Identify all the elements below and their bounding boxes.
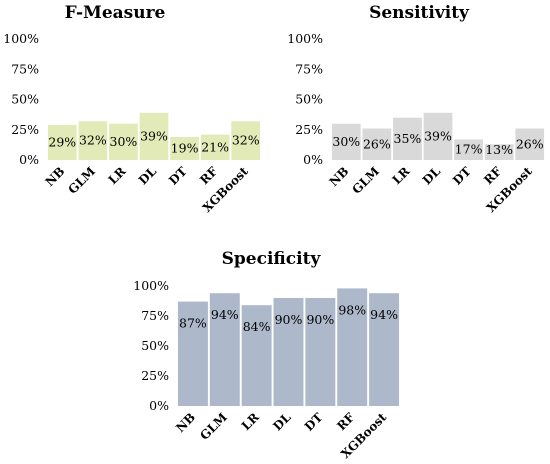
y-tick-label: 50%	[295, 92, 323, 107]
data-label: 32%	[232, 133, 260, 148]
x-category-label: DT	[302, 410, 326, 434]
data-label: 13%	[485, 142, 513, 157]
y-tick-label: 0%	[303, 152, 323, 167]
y-tick-label: 25%	[295, 122, 323, 137]
bar	[305, 298, 336, 406]
bar	[47, 124, 77, 160]
bar	[484, 144, 514, 160]
x-category-label: NB	[173, 410, 198, 435]
data-label: 26%	[363, 136, 391, 151]
data-label: 90%	[275, 312, 303, 327]
x-category-label: RF	[481, 164, 504, 187]
y-tick-label: 25%	[11, 122, 39, 137]
chart-1: Sensitivity 0% 25% 50% 75% 100% 30% NB 26% GLM 35%…	[287, 3, 545, 215]
y-tick-label: 100%	[287, 31, 323, 46]
x-category-label: RF	[197, 164, 220, 187]
x-category-label: DT	[450, 164, 474, 188]
chart-title: F-Measure	[65, 3, 166, 23]
bar	[209, 293, 240, 406]
y-tick-label: 0%	[19, 152, 39, 167]
bar	[393, 117, 422, 160]
data-label: 39%	[140, 128, 168, 143]
bar	[109, 123, 138, 160]
data-label: 94%	[211, 307, 239, 322]
data-label: 30%	[332, 134, 360, 149]
data-label: 26%	[516, 136, 544, 151]
bar	[454, 139, 483, 160]
chart-title: Sensitivity	[369, 3, 470, 23]
y-tick-label: 75%	[141, 308, 169, 323]
data-label: 84%	[243, 319, 271, 334]
x-category-label: DL	[420, 164, 444, 188]
x-category-label: LR	[390, 164, 414, 188]
bar	[170, 137, 199, 160]
bar	[200, 134, 230, 160]
data-label: 94%	[370, 307, 398, 322]
bar	[231, 121, 261, 160]
bar	[337, 288, 368, 406]
chart-0: F-Measure 0% 25% 50% 75% 100% 29% NB 32% GLM 30% LR…	[3, 3, 261, 215]
y-tick-label: 50%	[11, 92, 39, 107]
x-category-label: LR	[239, 410, 263, 434]
y-tick-label: 0%	[149, 398, 169, 413]
x-category-label: GLM	[65, 164, 98, 197]
chart-2: Specificity 0% 25% 50% 75% 100% 87% NB 94% GLM 84%…	[133, 249, 400, 461]
bar	[139, 112, 169, 160]
data-label: 21%	[201, 139, 229, 154]
data-label: 30%	[110, 134, 138, 149]
data-label: 19%	[171, 141, 199, 156]
x-category-label: LR	[106, 164, 130, 188]
data-label: 32%	[79, 133, 107, 148]
bar	[423, 112, 453, 160]
x-category-label: GLM	[349, 164, 382, 197]
x-category-label: NB	[43, 164, 68, 189]
data-label: 29%	[48, 134, 76, 149]
bar	[241, 305, 272, 406]
bar	[331, 123, 361, 160]
y-tick-label: 100%	[133, 278, 169, 293]
data-label: 35%	[394, 131, 422, 146]
bar	[177, 301, 208, 406]
x-category-label: DL	[136, 164, 160, 188]
y-tick-label: 75%	[295, 61, 323, 76]
x-category-label: NB	[327, 164, 352, 189]
chart-title: Specificity	[222, 249, 322, 269]
bar	[78, 121, 108, 160]
data-label: 98%	[338, 302, 366, 317]
data-label: 17%	[455, 142, 483, 157]
x-category-label: DT	[166, 164, 190, 188]
x-category-label: RF	[334, 410, 357, 433]
y-tick-label: 25%	[141, 368, 169, 383]
x-category-label: GLM	[197, 410, 230, 443]
bar	[362, 128, 392, 160]
y-tick-label: 50%	[141, 338, 169, 353]
y-tick-label: 75%	[11, 61, 39, 76]
data-label: 87%	[179, 316, 207, 331]
bar	[369, 293, 400, 406]
bar	[515, 128, 545, 160]
y-tick-label: 100%	[3, 31, 39, 46]
x-category-label: DL	[270, 410, 294, 434]
bar	[273, 298, 304, 406]
data-label: 39%	[424, 128, 452, 143]
data-label: 90%	[306, 312, 334, 327]
